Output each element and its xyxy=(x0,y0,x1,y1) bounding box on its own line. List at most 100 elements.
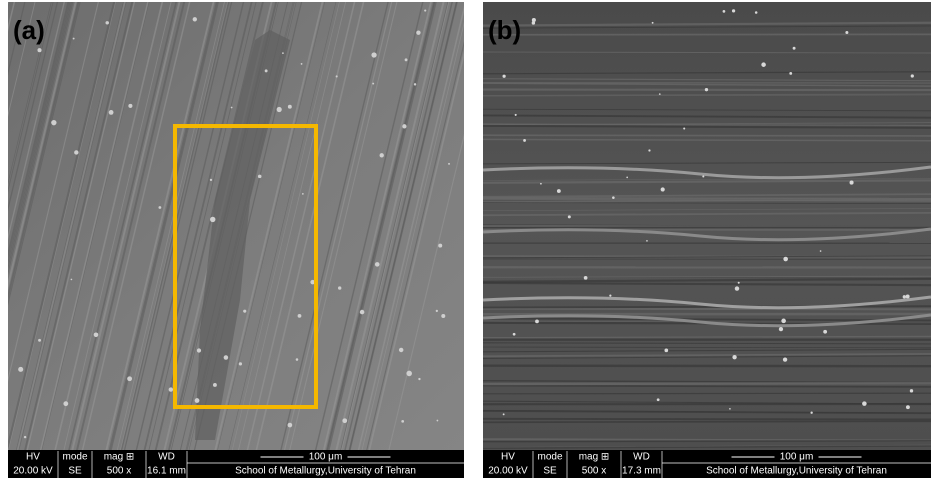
particle xyxy=(213,383,217,387)
particle xyxy=(910,389,913,392)
particle xyxy=(94,332,99,337)
particle xyxy=(302,193,304,195)
particle xyxy=(51,120,56,125)
particle xyxy=(195,398,200,403)
streak xyxy=(0,0,8,460)
particle xyxy=(845,31,848,34)
particle xyxy=(71,279,73,281)
particle xyxy=(652,22,654,24)
particle xyxy=(793,47,796,50)
particle xyxy=(448,163,450,165)
info-header: mag ⊞ xyxy=(104,452,135,463)
particle xyxy=(342,418,347,423)
particle xyxy=(503,413,505,415)
particle xyxy=(911,74,914,77)
particle xyxy=(169,387,173,391)
particle xyxy=(648,149,650,151)
particle xyxy=(515,114,517,116)
particle xyxy=(127,376,132,381)
institution: School of Metallurgy,University of Tehra… xyxy=(706,466,887,477)
particle xyxy=(401,420,404,423)
particle xyxy=(502,75,505,78)
particle xyxy=(405,58,408,61)
info-header: mode xyxy=(537,452,562,463)
particle xyxy=(301,63,303,65)
info-value: 20.00 kV xyxy=(13,466,53,477)
groove xyxy=(483,421,931,422)
page: {"panels": [ {"label": "(a)", "info": {"… xyxy=(0,0,931,480)
particle xyxy=(380,153,384,157)
particle xyxy=(24,436,26,438)
particle xyxy=(38,339,41,342)
particle xyxy=(609,295,611,297)
figure: (a)HV20.00 kVmodeSEmag ⊞500 xWD16.1 mm10… xyxy=(0,0,931,480)
particle xyxy=(402,124,406,128)
scale-label: 100 μm xyxy=(309,452,343,463)
particle xyxy=(243,310,246,313)
particle xyxy=(513,333,516,336)
particle xyxy=(406,371,412,377)
particle xyxy=(372,83,374,85)
groove xyxy=(483,393,931,394)
info-header: HV xyxy=(26,452,40,463)
particle xyxy=(523,139,526,142)
particle xyxy=(906,294,910,298)
particle xyxy=(657,398,660,401)
info-header: mag ⊞ xyxy=(579,452,610,463)
particle xyxy=(761,62,766,67)
particle xyxy=(424,10,426,12)
particle xyxy=(298,314,302,318)
info-header: WD xyxy=(158,452,175,463)
particle xyxy=(438,244,442,248)
groove xyxy=(483,383,931,384)
streak xyxy=(0,0,2,460)
particle xyxy=(416,31,420,35)
info-value: 17.3 mm xyxy=(622,466,661,477)
info-value: 20.00 kV xyxy=(488,466,528,477)
particle xyxy=(820,250,822,252)
particle xyxy=(659,93,661,95)
particle xyxy=(288,423,293,428)
particle xyxy=(568,215,571,218)
info-value: 500 x xyxy=(107,466,131,477)
particle xyxy=(436,310,438,312)
particle xyxy=(258,175,262,179)
streak xyxy=(0,0,1,460)
particle xyxy=(532,21,535,24)
particle xyxy=(282,52,284,54)
particle xyxy=(729,408,731,410)
particle xyxy=(779,327,783,331)
particle xyxy=(789,72,792,75)
particle xyxy=(336,75,338,77)
particle xyxy=(105,21,108,24)
particle xyxy=(702,175,704,177)
particle xyxy=(360,310,365,315)
particle xyxy=(109,110,114,115)
particle xyxy=(705,88,708,91)
particle xyxy=(557,189,561,193)
particle xyxy=(210,179,212,181)
particle xyxy=(371,52,376,57)
groove xyxy=(483,309,931,310)
particle xyxy=(903,295,906,298)
groove xyxy=(483,95,931,96)
particle xyxy=(197,348,201,352)
particle xyxy=(231,107,233,109)
particle xyxy=(73,38,75,40)
particle xyxy=(210,217,215,222)
particle xyxy=(664,349,668,353)
particle xyxy=(288,105,292,109)
info-header: WD xyxy=(633,452,650,463)
particle xyxy=(338,286,341,289)
particle xyxy=(418,378,420,380)
info-value: 500 x xyxy=(582,466,606,477)
info-header: HV xyxy=(501,452,515,463)
particle xyxy=(158,206,161,209)
panel-label: (b) xyxy=(488,15,521,45)
particle xyxy=(584,276,588,280)
particle xyxy=(265,69,268,72)
particle xyxy=(810,412,812,414)
particle xyxy=(738,282,740,284)
particle xyxy=(436,420,438,422)
particle xyxy=(735,286,739,290)
